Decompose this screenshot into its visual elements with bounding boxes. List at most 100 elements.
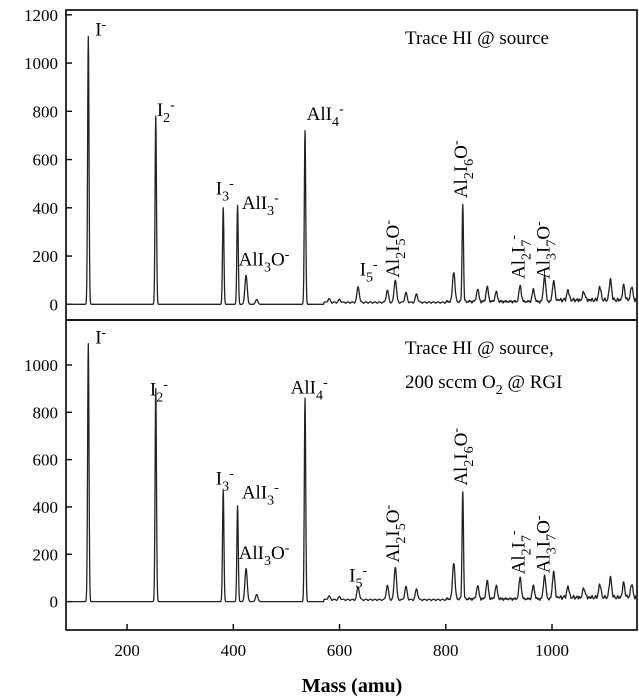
label-part: 3: [222, 190, 229, 205]
vlabel-part: Al: [451, 179, 472, 198]
vlabel-part: O: [383, 509, 404, 523]
y-tick-label: 600: [33, 451, 59, 470]
peak-label-vertical: Al3I7O-: [531, 515, 559, 573]
vlabel-part: O: [383, 225, 404, 239]
y-tick-label: 200: [33, 545, 59, 564]
vlabel-part: 2: [519, 253, 534, 260]
panel-title: Trace HI @ source,: [405, 338, 554, 359]
peak-label-vertical: Al2I6O-: [449, 140, 477, 198]
label-part: 3: [264, 554, 271, 569]
panel-title-line-2: 200 sccm O2 @ RGI: [405, 372, 562, 398]
y-tick-label: 800: [33, 403, 59, 422]
peak-label: I-: [95, 17, 106, 40]
peak-label: AlI3O-: [239, 248, 290, 276]
x-tick-label: 800: [433, 641, 459, 660]
label-part: 5: [366, 270, 373, 285]
y-tick-label: 0: [50, 295, 59, 314]
label-part: AlI: [291, 377, 316, 398]
label-part: 3: [222, 479, 229, 494]
label-part: 3: [264, 261, 271, 276]
peak-label-vertical: Al2I5O-: [381, 504, 409, 562]
label-part: AlI: [242, 193, 267, 214]
peak-label: I2-: [157, 98, 175, 126]
label-part: AlI: [239, 543, 264, 564]
label-part: AlI: [242, 483, 267, 504]
peak-label: I3-: [216, 466, 234, 494]
vlabel-part: 7: [544, 240, 559, 247]
vlabel-part: Al: [508, 555, 529, 574]
label-part: 5: [355, 576, 362, 591]
vlabel-part: -: [449, 140, 464, 145]
vlabel-part: Al: [508, 260, 529, 279]
label-part: O: [271, 250, 285, 271]
vlabel-part: -: [449, 428, 464, 433]
peak-label: AlI3O-: [239, 541, 290, 569]
title-part: 2: [496, 383, 503, 398]
y-tick-label: 1000: [24, 54, 58, 73]
x-tick-label: 1000: [535, 641, 569, 660]
x-tick-label: 400: [221, 641, 247, 660]
label-part: O: [271, 543, 285, 564]
x-axis-label: Mass (amu): [302, 675, 403, 697]
peak-label-vertical: Al2I7-: [506, 235, 534, 279]
y-tick-label: 200: [33, 247, 59, 266]
y-tick-label: 800: [33, 102, 59, 121]
vlabel-part: O: [533, 520, 554, 534]
x-tick-label: 200: [114, 641, 140, 660]
label-part: 4: [316, 388, 323, 403]
peak-label: I5-: [349, 563, 367, 591]
vlabel-part: 5: [394, 523, 409, 530]
label-part: 3: [267, 494, 274, 509]
y-tick-label: 1000: [24, 356, 58, 375]
peak-label: I-: [95, 326, 106, 349]
vlabel-part: 3: [544, 253, 559, 260]
vlabel-part: 2: [462, 460, 477, 467]
y-tick-label: 400: [33, 498, 59, 517]
y-tick-label: 600: [33, 151, 59, 170]
vlabel-part: -: [381, 504, 396, 509]
label-part: -: [285, 248, 290, 263]
peak-label-vertical: Al2I5O-: [381, 220, 409, 278]
label-part: AlI: [307, 104, 332, 125]
label-part: -: [229, 177, 234, 192]
label-part: AlI: [239, 250, 264, 271]
vlabel-part: 7: [519, 535, 534, 542]
vlabel-part: 2: [462, 172, 477, 179]
label-part: -: [339, 102, 344, 117]
vlabel-part: Al: [533, 260, 554, 279]
peak-label: I2-: [150, 378, 168, 406]
bottom-panel: 02004006008001000Trace HI @ source,200 s…: [24, 320, 637, 630]
label-part: 3: [267, 204, 274, 219]
label-part: 2: [156, 391, 163, 406]
label-part: -: [274, 481, 279, 496]
peak-label-vertical: Al3I7O-: [531, 221, 559, 279]
label-part: -: [323, 375, 328, 390]
label-part: -: [362, 563, 367, 578]
vlabel-part: Al: [383, 544, 404, 563]
label-part: -: [102, 326, 107, 341]
vlabel-part: 7: [519, 240, 534, 247]
vlabel-part: 2: [394, 537, 409, 544]
peak-label: AlI3-: [242, 191, 279, 219]
peak-label: AlI4-: [291, 375, 328, 403]
vlabel-part: Al: [533, 554, 554, 573]
vlabel-part: -: [531, 515, 546, 520]
peak-label-vertical: Al2I6O-: [449, 428, 477, 486]
label-part: -: [285, 541, 290, 556]
vlabel-part: -: [506, 530, 521, 535]
y-tick-label: 400: [33, 199, 59, 218]
label-part: -: [170, 98, 175, 113]
vlabel-part: O: [451, 433, 472, 447]
vlabel-part: O: [451, 145, 472, 159]
y-tick-label: 1200: [24, 6, 58, 25]
vlabel-part: Al: [383, 259, 404, 278]
peak-label: I5-: [360, 257, 378, 285]
panel-title: Trace HI @ source: [405, 28, 549, 49]
top-panel: 0 200 400 600 800 1000 1200 Trace HI @ source I-…: [24, 6, 637, 320]
vlabel-part: -: [506, 235, 521, 240]
peak-label: I3-: [216, 177, 234, 205]
label-part: -: [102, 17, 107, 32]
label-part: 4: [332, 115, 339, 130]
label-part: -: [229, 466, 234, 481]
x-tick-label: 600: [327, 641, 353, 660]
